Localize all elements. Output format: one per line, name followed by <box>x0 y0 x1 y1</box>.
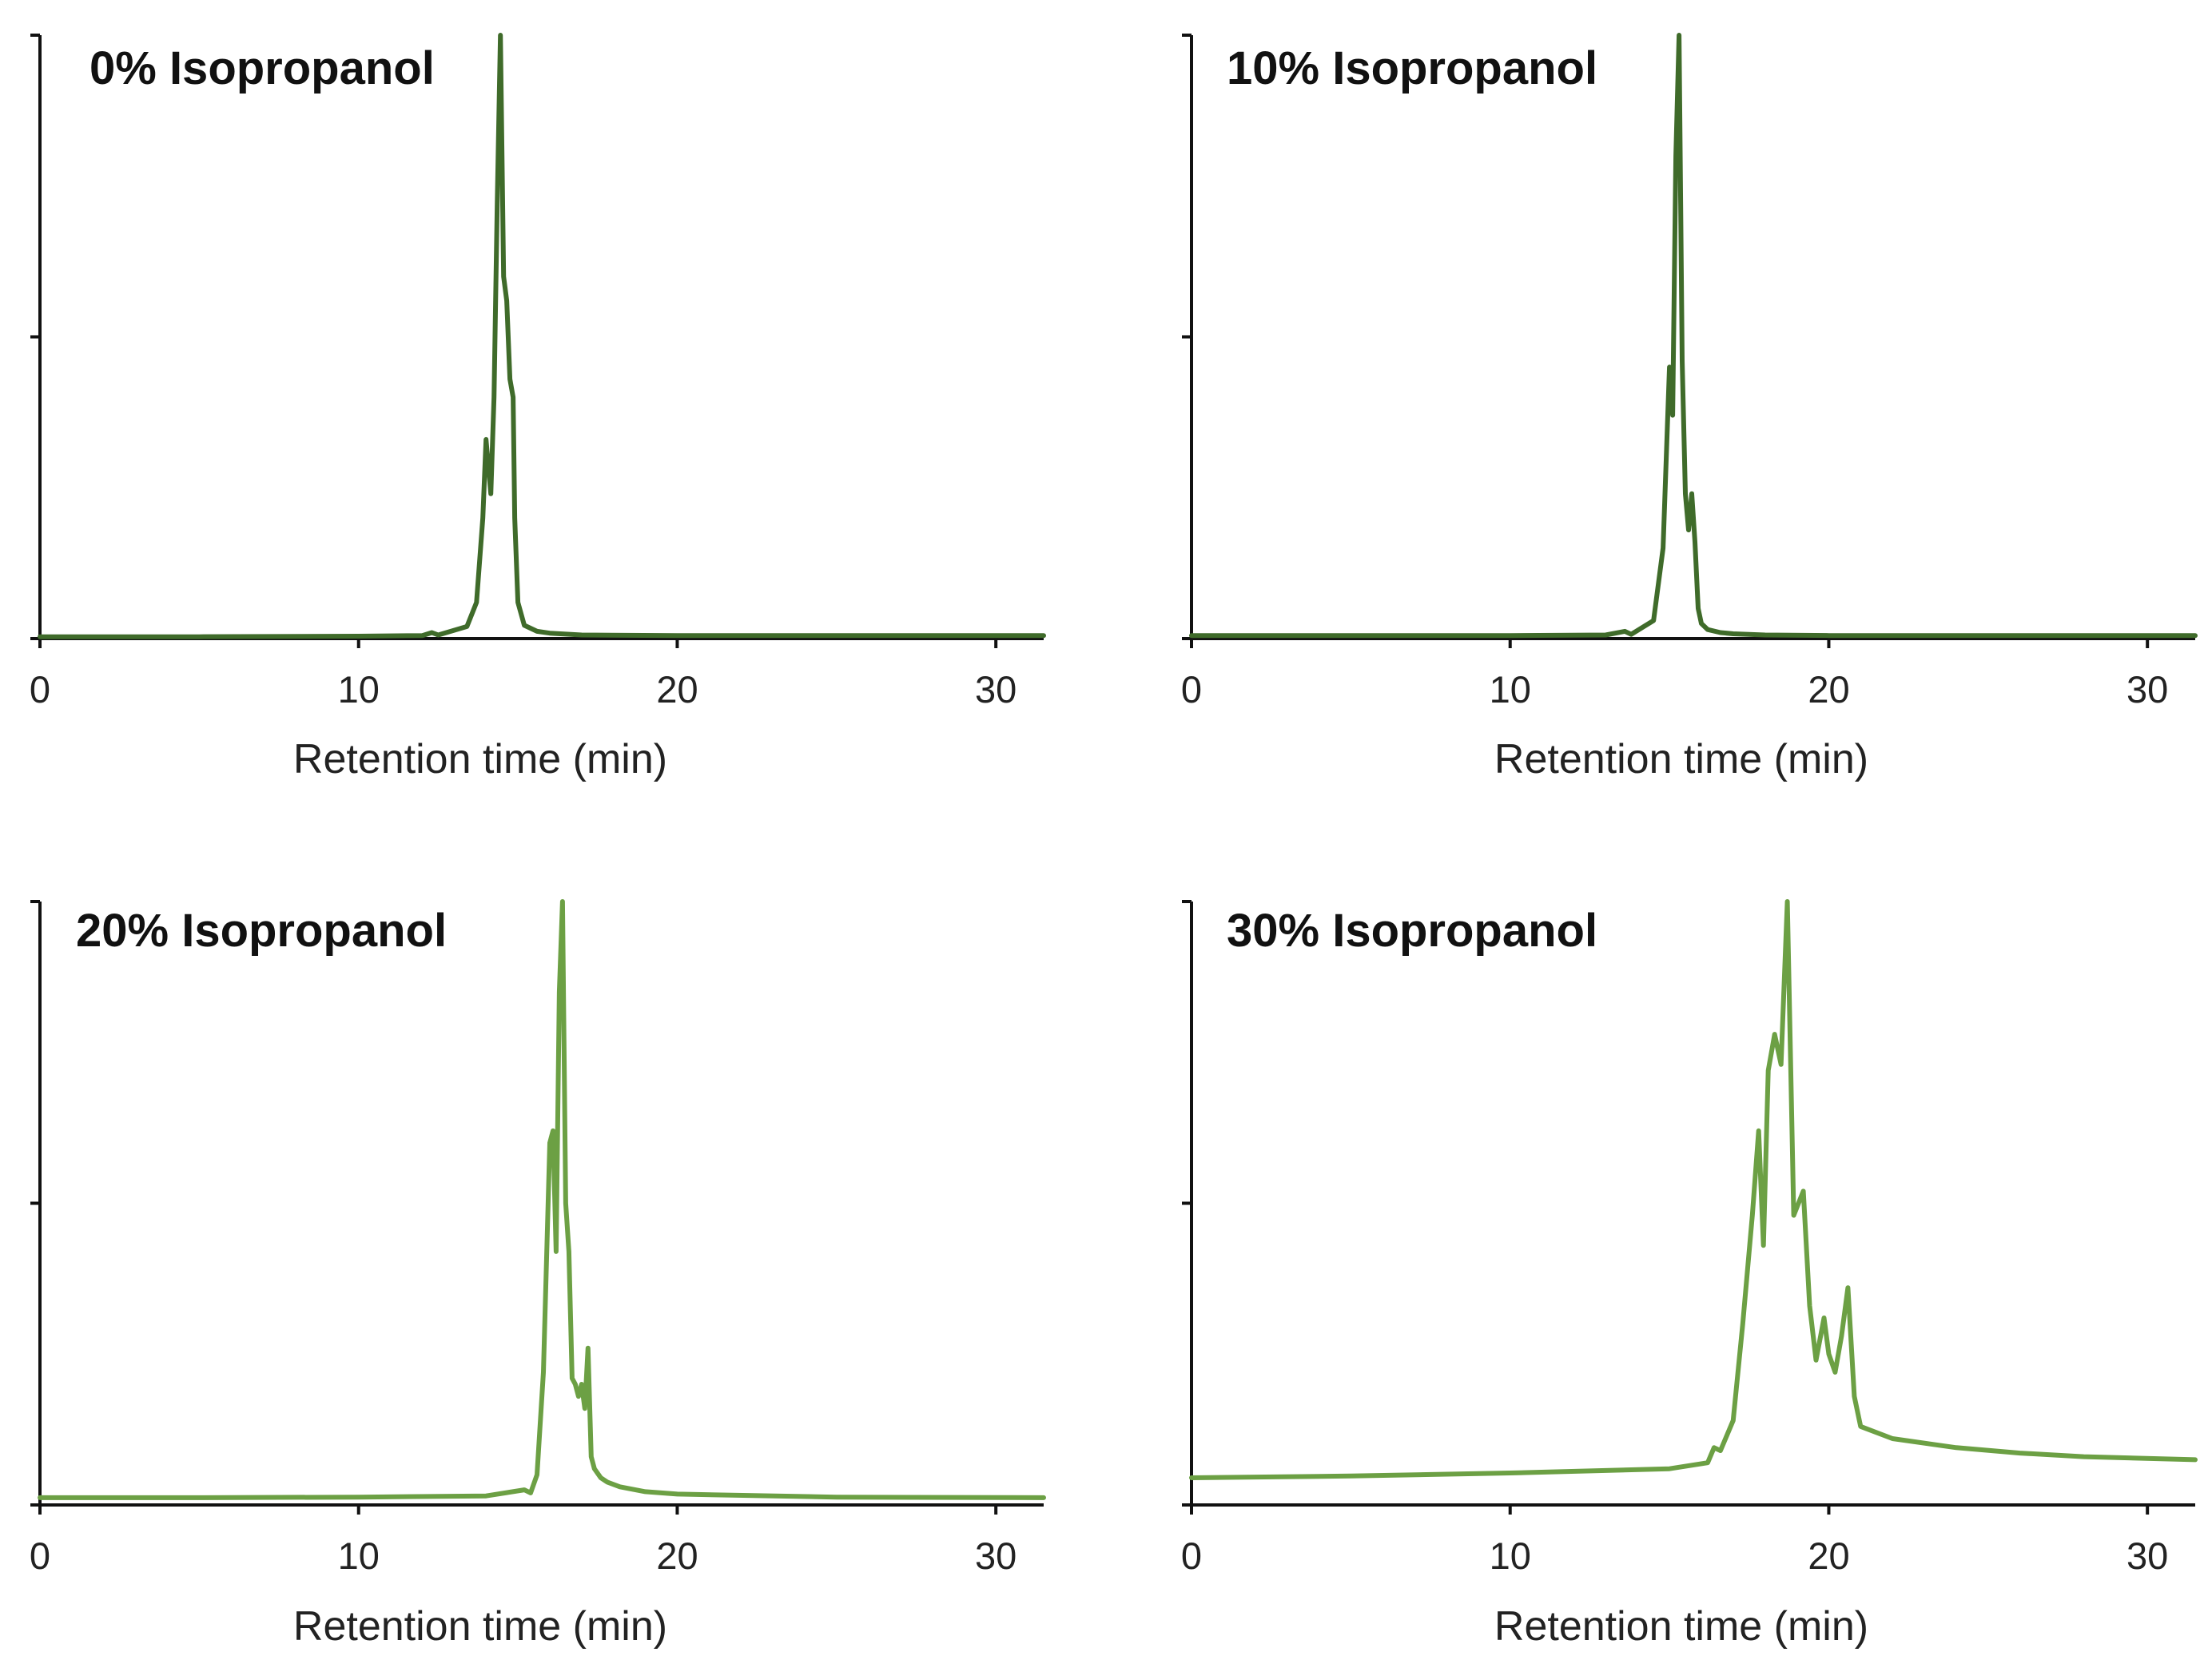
x-tick-label-2: 20 <box>1808 668 1849 711</box>
x-tick-label-3: 30 <box>2126 1535 2168 1577</box>
x-axis-label: Retention time (min) <box>293 1603 667 1650</box>
panel-title: 10% Isopropanol <box>1227 42 1597 94</box>
panel-title: 30% Isopropanol <box>1227 905 1597 957</box>
x-tick-label-1: 10 <box>338 1535 380 1577</box>
x-tick-label-1: 10 <box>1490 668 1531 711</box>
x-axis-label: Retention time (min) <box>293 736 667 782</box>
chart-panel-20-isopropanol: 0 10 20 30 Retention time (min) 20% Isopropan… <box>30 899 1046 1650</box>
x-tick-label-2: 20 <box>656 1535 698 1577</box>
x-axis-label: Retention time (min) <box>1494 1603 1868 1650</box>
x-tick-label-3: 30 <box>975 1535 1016 1577</box>
x-tick-label-2: 20 <box>656 668 698 711</box>
chromatogram-trace-0 <box>1189 33 2198 639</box>
x-tick-label-1: 10 <box>338 668 380 711</box>
chart-panel-10-isopropanol: 0 10 20 30 Retention time (min) 10% Isopropan… <box>1181 33 2198 782</box>
x-tick-label-0: 0 <box>30 668 50 711</box>
x-tick-label-0: 0 <box>1181 668 1202 711</box>
x-tick-label-1: 10 <box>1490 1535 1531 1577</box>
chromatogram-trace-0 <box>1189 899 2198 1480</box>
x-axis-label: Retention time (min) <box>1494 736 1868 782</box>
chart-panel-30-isopropanol: 0 10 20 30 Retention time (min) 30% Isopropan… <box>1181 899 2198 1650</box>
x-tick-label-0: 0 <box>30 1535 50 1577</box>
x-tick-label-3: 30 <box>2126 668 2168 711</box>
panel-title: 20% Isopropanol <box>76 905 447 957</box>
chromatogram-trace-0 <box>38 33 1046 639</box>
chart-panel-0-isopropanol: 0 10 20 30 Retention time (min) 0% Isopropano… <box>30 33 1046 782</box>
panel-title: 0% Isopropanol <box>90 42 435 94</box>
x-tick-label-0: 0 <box>1181 1535 1202 1577</box>
chromatogram-trace-0 <box>38 899 1046 1500</box>
x-tick-label-2: 20 <box>1808 1535 1849 1577</box>
x-tick-label-3: 30 <box>975 668 1016 711</box>
